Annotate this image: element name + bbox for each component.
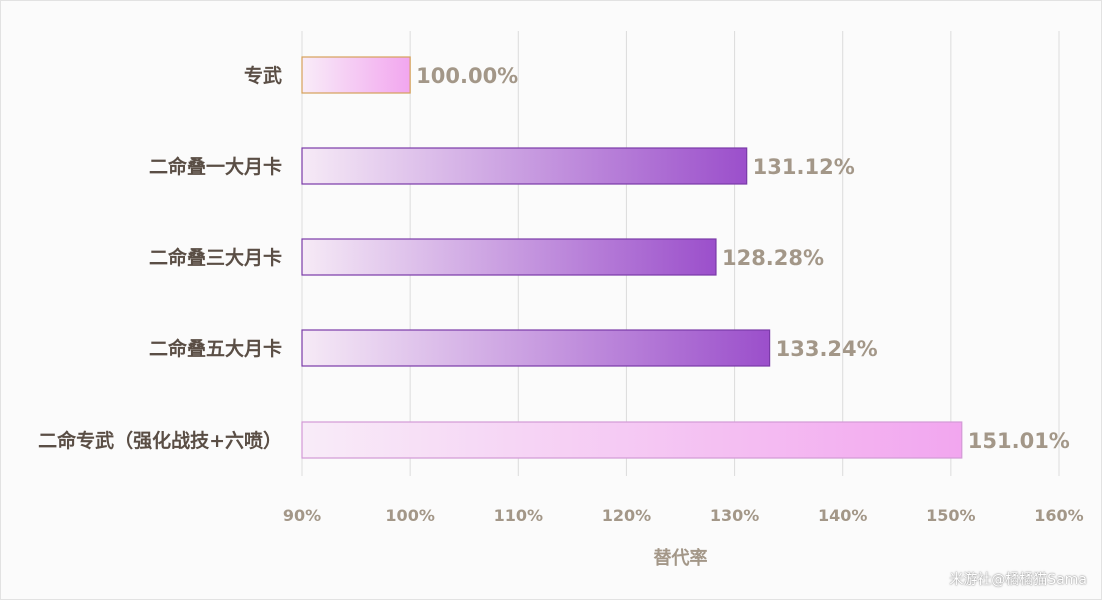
data-label: 131.12% [753, 155, 855, 179]
bar [301, 56, 411, 94]
data-label: 100.00% [416, 64, 518, 88]
bar [301, 238, 717, 276]
data-label: 133.24% [776, 337, 878, 361]
category-label: 专武 [244, 64, 282, 87]
x-axis-title: 替代率 [654, 547, 708, 569]
data-label: 128.28% [722, 246, 824, 270]
x-tick-label: 110% [494, 506, 543, 525]
x-tick-label: 140% [818, 506, 867, 525]
x-tick-label: 150% [926, 506, 975, 525]
bars [301, 56, 963, 459]
category-label: 二命叠五大月卡 [149, 337, 282, 360]
x-tick-label: 100% [385, 506, 434, 525]
x-tick-label: 120% [602, 506, 651, 525]
x-tick-label: 130% [710, 506, 759, 525]
bar [301, 421, 963, 459]
category-label: 二命叠一大月卡 [149, 155, 282, 178]
watermark: 米游社@橘橘猫Sama [949, 572, 1087, 588]
labels: 90% 100% 110% 120% 130% 140% 150% 160% 专武 100.00%… [38, 64, 1084, 525]
category-label: 二命叠三大月卡 [149, 246, 282, 269]
data-label: 151.01% [968, 429, 1070, 453]
x-tick-label: 90% [283, 506, 321, 525]
category-label: 二命专武（强化战技+六喷） [38, 429, 282, 452]
bar [301, 147, 748, 185]
bar [301, 329, 771, 367]
x-tick-label: 160% [1034, 506, 1083, 525]
